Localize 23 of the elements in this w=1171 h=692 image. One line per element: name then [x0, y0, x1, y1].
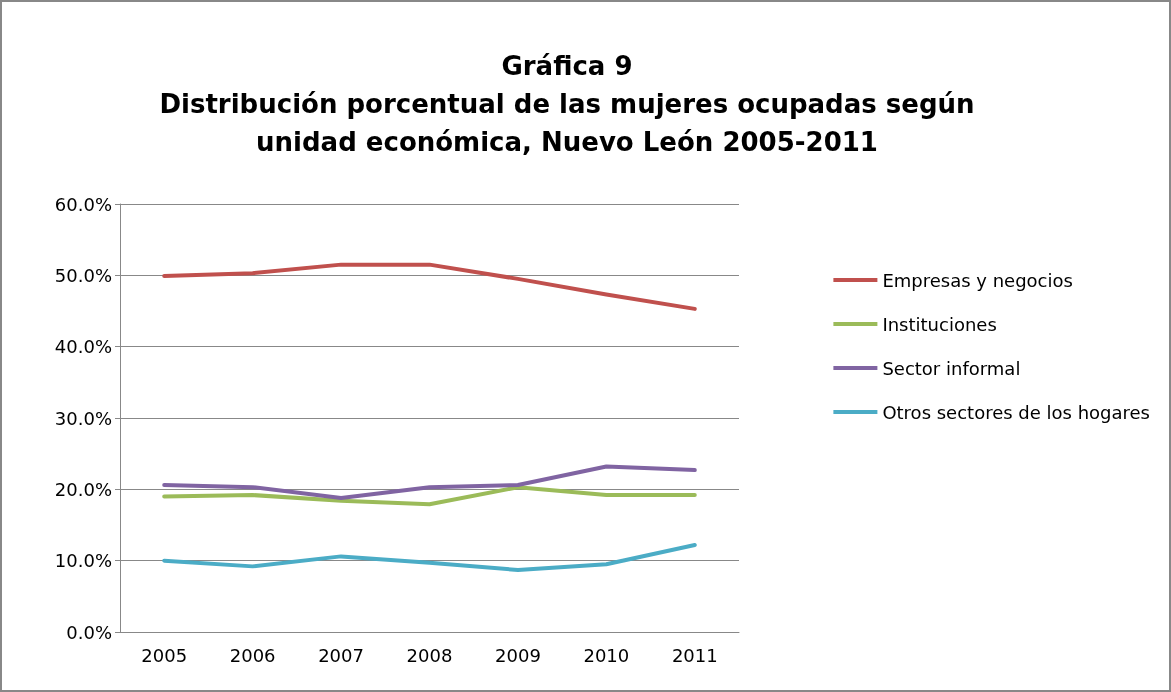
legend-label: Empresas y negocios [882, 269, 1073, 291]
line-series [162, 464, 697, 500]
line-series [162, 262, 697, 311]
line-series [162, 542, 697, 572]
y-tick-label: 20.0% [54, 478, 112, 500]
x-tick-label: 2008 [406, 644, 453, 666]
y-tick-label: 30.0% [54, 407, 112, 429]
x-tick-label: 2010 [583, 644, 630, 666]
y-tick-label: 10.0% [54, 550, 112, 572]
legend-label: Instituciones [882, 313, 997, 335]
x-tick-label: 2005 [141, 644, 188, 666]
y-tick-label: 60.0% [54, 193, 112, 215]
chart-title: Gráfica 9 Distribución porcentual de las mujeres ocupadas según unidad económica, Nuevo León 2005-2011 [159, 51, 975, 157]
x-tick-label: 2009 [495, 644, 541, 666]
y-tick-label: 40.0% [54, 336, 112, 358]
x-tick-label: 2007 [318, 644, 364, 666]
y-tick-label: 0.0% [66, 621, 112, 643]
line-series [162, 485, 697, 507]
legend-label: Otros sectores de los hogares [882, 401, 1150, 423]
x-tick-label: 2006 [229, 644, 276, 666]
legend-label: Sector informal [882, 357, 1021, 379]
y-tick-label: 50.0% [54, 264, 112, 286]
x-tick-label: 2011 [671, 644, 718, 666]
